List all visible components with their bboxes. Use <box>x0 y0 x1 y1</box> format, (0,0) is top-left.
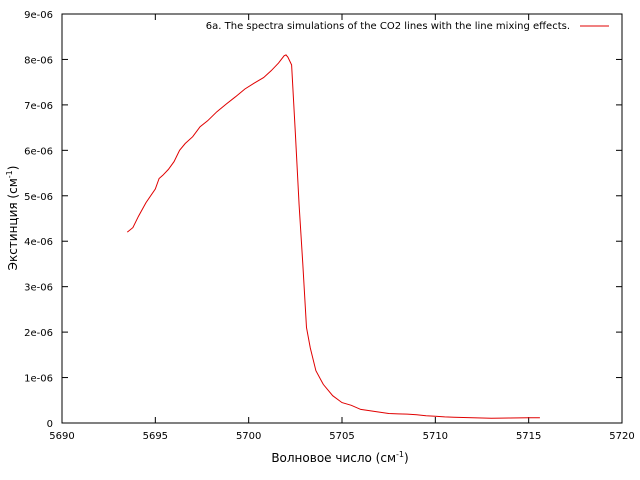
x-tick-label: 5700 <box>236 431 261 442</box>
x-tick-label: 5720 <box>609 431 634 442</box>
x-tick-label: 5710 <box>423 431 448 442</box>
y-tick-label: 5e-06 <box>24 192 53 203</box>
y-tick-label: 9e-06 <box>24 10 53 21</box>
x-tick-label: 5705 <box>329 431 354 442</box>
y-axis-label-end: ) <box>6 166 20 171</box>
x-axis-label-sup: -1 <box>396 450 404 459</box>
x-tick-label: 5695 <box>143 431 168 442</box>
legend-label: 6a. The spectra simulations of the CO2 l… <box>206 21 570 32</box>
y-axis-label: Экстинция (см-1) <box>5 166 20 271</box>
plot-frame <box>61 13 623 424</box>
x-axis-label-main: Волновое число (см <box>271 451 396 465</box>
x-tick-label: 5690 <box>49 431 74 442</box>
x-axis-label: Волновое число (см-1) <box>271 450 408 465</box>
y-tick-label: 3e-06 <box>24 283 53 294</box>
y-tick-label: 6e-06 <box>24 146 53 157</box>
y-tick-label: 2e-06 <box>24 328 53 339</box>
y-tick-label: 1e-06 <box>24 374 53 385</box>
x-tick-label: 5715 <box>516 431 541 442</box>
y-axis-label-main: Экстинция (см <box>6 178 20 270</box>
series-line <box>126 54 540 419</box>
y-tick-label: 0 <box>47 419 53 430</box>
x-axis-label-end: ) <box>404 451 409 465</box>
y-axis: 0 1e-06 2e-06 3e-06 4e-06 5e-06 6e-06 7e-06 8e-0… <box>24 10 622 430</box>
y-tick-label: 4e-06 <box>24 237 53 248</box>
legend: 6a. The spectra simulations of the CO2 l… <box>206 21 609 32</box>
y-tick-label: 7e-06 <box>24 101 53 112</box>
y-axis-label-sup: -1 <box>5 170 14 178</box>
y-tick-label: 8e-06 <box>24 55 53 66</box>
x-axis: 5690 5695 5700 5705 5710 5715 5720 <box>49 14 635 442</box>
